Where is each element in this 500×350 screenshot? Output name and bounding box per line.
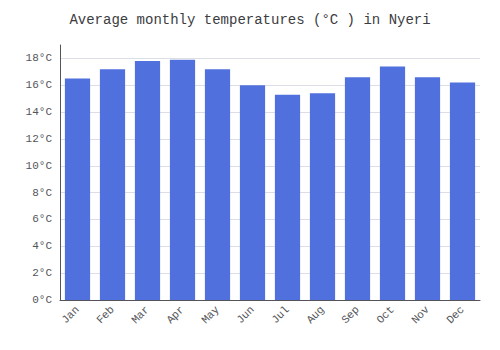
svg-text:May: May <box>199 303 222 326</box>
svg-text:Feb: Feb <box>94 304 116 326</box>
svg-text:Sep: Sep <box>339 304 361 326</box>
svg-text:Apr: Apr <box>164 304 186 326</box>
svg-text:18°C: 18°C <box>26 52 53 64</box>
svg-text:16°C: 16°C <box>26 79 53 91</box>
svg-text:2°C: 2°C <box>32 267 52 279</box>
svg-text:4°C: 4°C <box>32 240 52 252</box>
svg-text:Jul: Jul <box>269 304 291 326</box>
svg-text:14°C: 14°C <box>26 106 53 118</box>
svg-text:Nov: Nov <box>409 303 432 326</box>
svg-text:Aug: Aug <box>304 304 326 326</box>
svg-text:Average monthly temperatures (: Average monthly temperatures (°C ) in Ny… <box>69 12 430 28</box>
svg-text:12°C: 12°C <box>26 133 53 145</box>
svg-text:10°C: 10°C <box>26 160 53 172</box>
svg-text:Jun: Jun <box>234 304 256 326</box>
svg-text:0°C: 0°C <box>32 294 52 306</box>
svg-text:Dec: Dec <box>444 304 466 326</box>
svg-text:Oct: Oct <box>374 304 396 326</box>
svg-text:Mar: Mar <box>129 304 151 326</box>
svg-text:8°C: 8°C <box>32 187 52 199</box>
svg-text:6°C: 6°C <box>32 213 52 225</box>
svg-text:Jan: Jan <box>59 304 81 326</box>
